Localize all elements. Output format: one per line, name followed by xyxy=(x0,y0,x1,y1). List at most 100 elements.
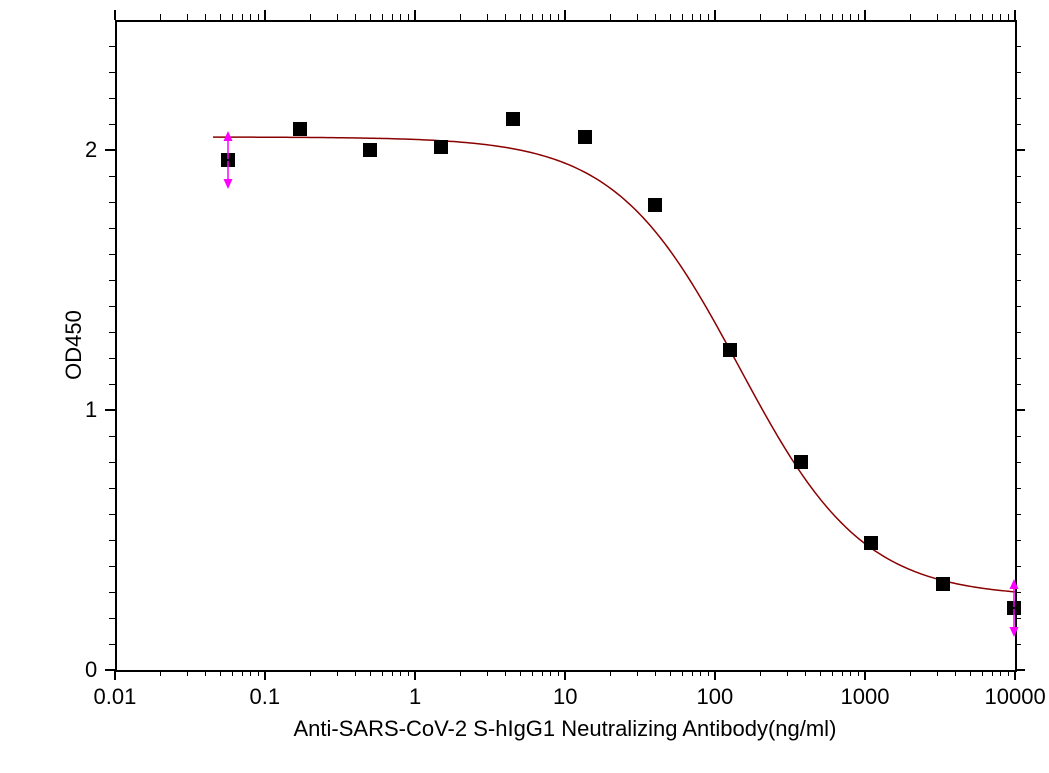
x-minor-tick-top xyxy=(250,14,251,20)
x-tick-top xyxy=(864,10,866,20)
x-minor-tick xyxy=(992,670,993,676)
y-minor-tick-right xyxy=(1015,462,1021,463)
y-minor-tick-right xyxy=(1015,514,1021,515)
y-minor-tick-right xyxy=(1015,228,1021,229)
x-minor-tick xyxy=(700,670,701,676)
y-tick-right xyxy=(1015,409,1025,411)
x-minor-tick-top xyxy=(487,14,488,20)
x-tick-top xyxy=(114,10,116,20)
x-minor-tick-top xyxy=(310,14,311,20)
x-minor-tick xyxy=(220,670,221,676)
x-minor-tick xyxy=(408,670,409,676)
x-minor-tick xyxy=(955,670,956,676)
data-point xyxy=(723,343,737,357)
x-minor-tick-top xyxy=(532,14,533,20)
x-tick-top xyxy=(414,10,416,20)
x-minor-tick xyxy=(258,670,259,676)
x-minor-tick xyxy=(805,670,806,676)
x-minor-tick xyxy=(520,670,521,676)
x-minor-tick-top xyxy=(682,14,683,20)
x-minor-tick-top xyxy=(637,14,638,20)
x-minor-tick-top xyxy=(392,14,393,20)
axis-right-line xyxy=(1015,20,1017,672)
x-minor-tick xyxy=(392,670,393,676)
x-minor-tick-top xyxy=(937,14,938,20)
x-minor-tick-top xyxy=(858,14,859,20)
y-minor-tick xyxy=(109,202,115,203)
y-minor-tick-right xyxy=(1015,124,1021,125)
y-minor-tick xyxy=(109,644,115,645)
x-tick-top xyxy=(1014,10,1016,20)
x-minor-tick xyxy=(910,670,911,676)
x-tick-top xyxy=(714,10,716,20)
y-tick-right xyxy=(1015,669,1025,671)
x-minor-tick-top xyxy=(910,14,911,20)
x-minor-tick xyxy=(655,670,656,676)
x-minor-tick xyxy=(637,670,638,676)
x-minor-tick xyxy=(692,670,693,676)
y-minor-tick xyxy=(109,124,115,125)
y-minor-tick-right xyxy=(1015,98,1021,99)
y-minor-tick xyxy=(109,384,115,385)
y-minor-tick-right xyxy=(1015,540,1021,541)
x-minor-tick xyxy=(205,670,206,676)
x-minor-tick-top xyxy=(520,14,521,20)
x-minor-tick xyxy=(337,670,338,676)
y-minor-tick xyxy=(109,540,115,541)
data-point xyxy=(936,577,950,591)
x-minor-tick-top xyxy=(982,14,983,20)
y-minor-tick-right xyxy=(1015,488,1021,489)
y-axis-title: OD450 xyxy=(61,310,87,380)
y-minor-tick xyxy=(109,436,115,437)
x-tick-top xyxy=(264,10,266,20)
x-tick-label: 1 xyxy=(409,684,421,710)
x-minor-tick-top xyxy=(258,14,259,20)
x-minor-tick-top xyxy=(160,14,161,20)
y-minor-tick-right xyxy=(1015,280,1021,281)
data-point xyxy=(794,455,808,469)
x-minor-tick xyxy=(937,670,938,676)
x-minor-tick-top xyxy=(850,14,851,20)
x-minor-tick xyxy=(460,670,461,676)
x-minor-tick-top xyxy=(820,14,821,20)
x-minor-tick-top xyxy=(955,14,956,20)
x-minor-tick-top xyxy=(832,14,833,20)
data-point xyxy=(506,112,520,126)
x-tick xyxy=(414,670,416,680)
x-minor-tick xyxy=(610,670,611,676)
y-minor-tick xyxy=(109,306,115,307)
x-minor-tick xyxy=(355,670,356,676)
x-minor-tick xyxy=(787,670,788,676)
data-point xyxy=(363,143,377,157)
y-tick xyxy=(105,149,115,151)
x-minor-tick xyxy=(487,670,488,676)
y-minor-tick-right xyxy=(1015,176,1021,177)
x-minor-tick xyxy=(532,670,533,676)
x-minor-tick xyxy=(1008,670,1009,676)
x-minor-tick xyxy=(160,670,161,676)
y-minor-tick-right xyxy=(1015,202,1021,203)
y-minor-tick-right xyxy=(1015,358,1021,359)
x-minor-tick-top xyxy=(220,14,221,20)
x-minor-tick-top xyxy=(760,14,761,20)
y-minor-tick-right xyxy=(1015,436,1021,437)
x-tick-label: 10000 xyxy=(985,684,1046,710)
x-minor-tick-top xyxy=(187,14,188,20)
x-minor-tick-top xyxy=(1000,14,1001,20)
x-minor-tick-top xyxy=(400,14,401,20)
x-minor-tick-top xyxy=(970,14,971,20)
x-minor-tick xyxy=(682,670,683,676)
y-minor-tick xyxy=(109,618,115,619)
x-minor-tick-top xyxy=(1008,14,1009,20)
x-tick-label: 0.01 xyxy=(94,684,137,710)
y-minor-tick xyxy=(109,98,115,99)
x-minor-tick-top xyxy=(805,14,806,20)
x-minor-tick xyxy=(370,670,371,676)
x-tick xyxy=(1014,670,1016,680)
x-minor-tick-top xyxy=(655,14,656,20)
x-minor-tick xyxy=(187,670,188,676)
x-minor-tick xyxy=(842,670,843,676)
y-tick-label: 0 xyxy=(85,657,97,683)
y-minor-tick xyxy=(109,592,115,593)
x-minor-tick-top xyxy=(337,14,338,20)
